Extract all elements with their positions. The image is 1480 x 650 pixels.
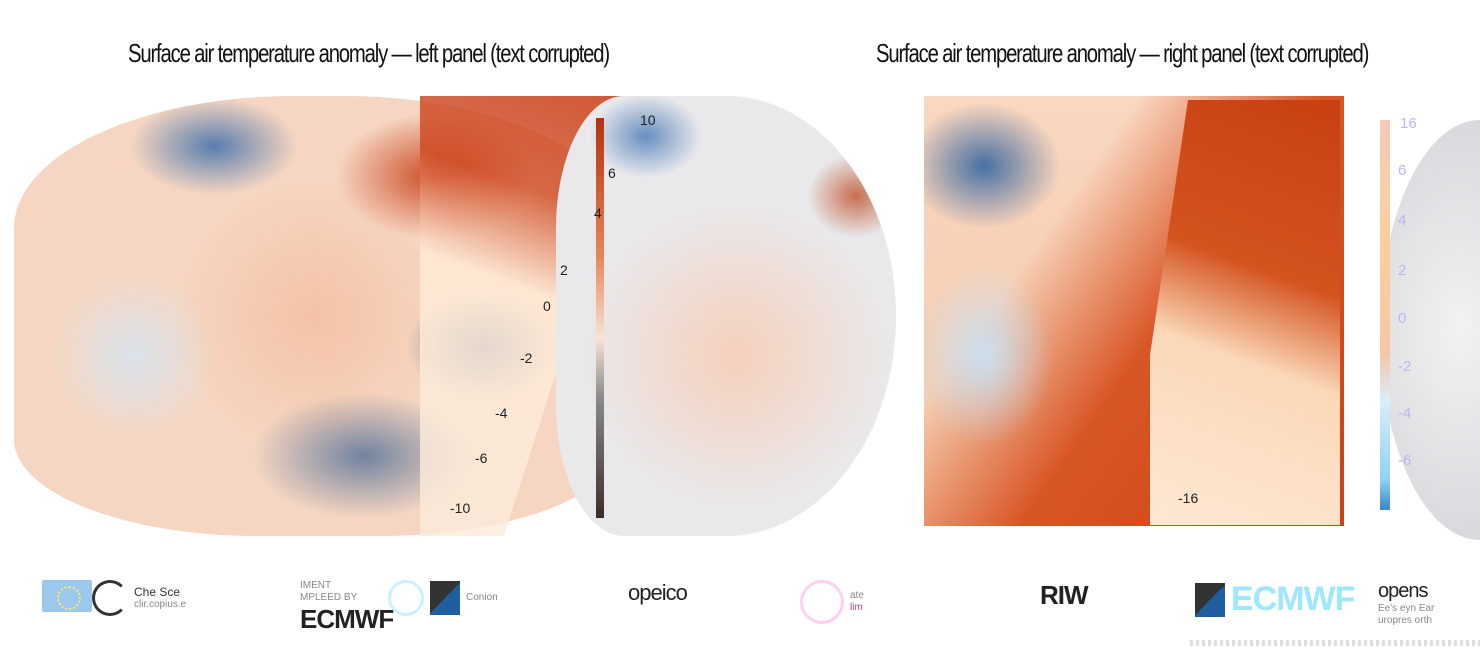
right-map-title: Surface air temperature anomaly — right … [876, 38, 1369, 68]
logo-line: Conion [466, 592, 498, 603]
mid-tick-2: 6 [608, 165, 616, 181]
mid-tick-4: 2 [560, 262, 568, 278]
right-tick-3: 2 [1398, 262, 1407, 279]
eu-flag-logo [42, 580, 92, 612]
mid-tick-5: 0 [543, 298, 551, 314]
right-tick-8: -16 [1178, 490, 1199, 506]
logo-brand: ECMWF [300, 604, 394, 634]
logo-line: uropres orth [1378, 615, 1432, 626]
logo-line: lim [850, 602, 863, 613]
logo-line: Che Sce [134, 585, 181, 599]
ec-building-icon [1195, 582, 1225, 617]
copernicus-eu-eye-logo: opens Ee's eyn Ear uropres orth [1378, 580, 1434, 627]
right-tick-5: -2 [1398, 358, 1412, 375]
logo-line: Ee's eyn Ear [1378, 603, 1435, 614]
climate-change-logo: ate lim [800, 580, 864, 624]
right-tick-4: 0 [1398, 310, 1407, 327]
mid-tick-10: -10 [450, 500, 471, 516]
mid-tick-6: -2 [520, 350, 533, 366]
logo-text: opens [1378, 580, 1428, 602]
copernicus-logo: opeico [628, 580, 688, 606]
climate-ring-icon [800, 580, 844, 624]
european-commission-logo: Conion [388, 580, 498, 616]
implemented-by-logo: IMENT MPLEED BY ECMWF [300, 580, 394, 635]
logo-line: IMENT [300, 580, 332, 591]
middle-colorbar [596, 118, 604, 518]
logo-line: MPLEED BY [300, 592, 358, 603]
ring-icon [388, 580, 424, 616]
right-colorbar [1380, 120, 1390, 510]
eu-flag-icon [42, 580, 92, 612]
ec-building-icon [430, 581, 460, 615]
mid-tick-7: -4 [495, 405, 508, 421]
ecmwf-dark-logo: RIW [1040, 580, 1089, 611]
far-right-grey-globe [1380, 120, 1480, 540]
ecmwf-brand-text: ECMWF [1231, 580, 1355, 618]
logo-text: opeico [628, 580, 688, 605]
copernicus-climate-logo: Che Sce clir.copius.e [92, 580, 186, 616]
mid-tick-3: 4 [594, 205, 602, 221]
left-map-title: Surface air temperature anomaly — left p… [128, 38, 610, 68]
mid-tick-0: 10 [640, 112, 656, 128]
middle-temperature-anomaly-map [556, 96, 896, 536]
mid-tick-8: -6 [475, 450, 488, 466]
copernicus-swirl-icon [92, 580, 128, 616]
right-map-overlay-band [1150, 100, 1340, 525]
logo-subline: clir.copius.e [134, 599, 187, 610]
footer-dotted-line [1190, 640, 1480, 646]
right-tick-7: -6 [1398, 452, 1412, 469]
european-commission-2-logo: ECMWF [1195, 580, 1355, 619]
right-tick-6: -4 [1398, 405, 1412, 422]
right-tick-1: 6 [1398, 162, 1407, 179]
logo-text: RIW [1040, 580, 1089, 610]
logo-line: ate [850, 590, 864, 601]
right-tick-2: 4 [1398, 212, 1407, 229]
right-tick-0: 16 [1400, 115, 1417, 132]
